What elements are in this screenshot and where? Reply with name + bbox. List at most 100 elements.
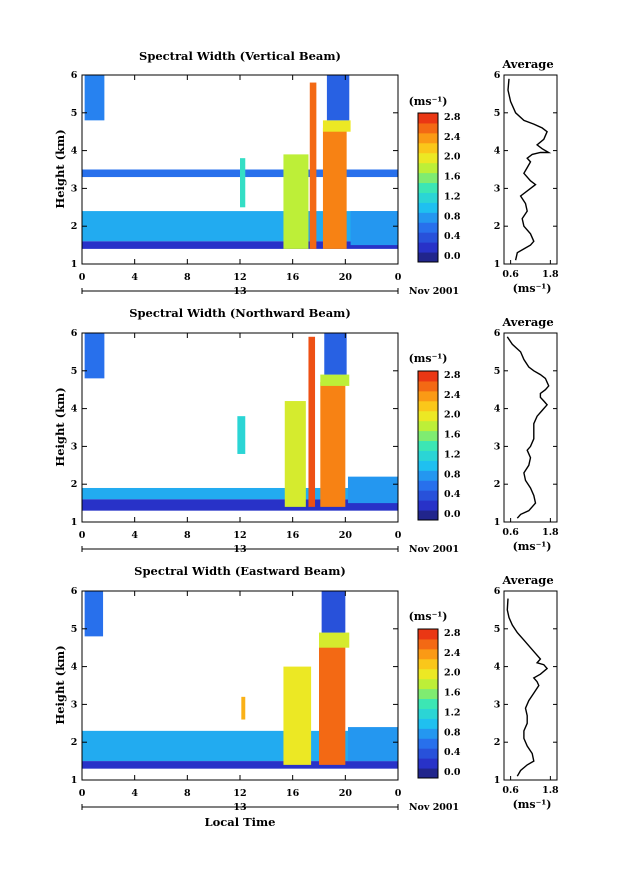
- panel-2-colorbar-tick-1: 0.4: [444, 489, 461, 500]
- panel-2-title: Spectral Width (Northward Beam): [129, 306, 351, 320]
- panel-3-average-y-tick-0: 1: [494, 775, 501, 786]
- panel-2-colorbar-unit: (ms⁻¹): [409, 352, 448, 365]
- panel-3-average-y-tick-2: 3: [494, 699, 501, 710]
- panel-2-heatmap-cell-4: [284, 401, 306, 507]
- panel-3-heatmap-cell-2: [84, 591, 104, 637]
- panel-3-colorbar-seg-13: [418, 638, 438, 650]
- time-axis-label: Local Time: [205, 815, 276, 829]
- panel-2-y-tick-5: 6: [71, 328, 78, 339]
- panel-3-average-x-tick-0: 0.6: [502, 785, 519, 796]
- panel-3-y-tick-2: 3: [71, 699, 78, 710]
- panel-1-colorbar-seg-9: [418, 162, 438, 174]
- panel-3-heatmap: [82, 591, 398, 769]
- panel-1-colorbar-tick-4: 1.6: [444, 172, 461, 183]
- panel-1-average-y-tick-2: 3: [494, 183, 501, 194]
- panel-1-heatmap-cell-8: [322, 120, 351, 132]
- panel-2-heatmap-cell-7: [320, 374, 350, 386]
- panel-3-average-y-tick-5: 6: [494, 586, 501, 597]
- panel-3-colorbar-seg-14: [418, 629, 438, 640]
- panel-1-colorbar-tick-1: 0.4: [444, 231, 461, 242]
- panel-1-colorbar-seg-11: [418, 142, 438, 154]
- panel-2-x-tick-2: 8: [184, 530, 191, 541]
- panel-2-colorbar-seg-10: [418, 410, 438, 422]
- panel-2-x-tick-1: 4: [131, 530, 138, 541]
- panel-1-colorbar-tick-2: 0.8: [444, 211, 461, 222]
- panel-1-average-y-tick-1: 2: [494, 221, 501, 232]
- panel-2-colorbar-seg-14: [418, 371, 438, 382]
- panel-3-heatmap-cell-6: [319, 632, 350, 648]
- panel-3-heatmap-cell-8: [347, 727, 398, 762]
- panel-1-colorbar-seg-8: [418, 172, 438, 184]
- panel-3-colorbar-tick-6: 2.4: [444, 648, 461, 659]
- panel-1-heatmap-cell-5: [283, 154, 309, 249]
- panel-3-x-tick-4: 16: [286, 788, 300, 799]
- panel-3-colorbar-seg-1: [418, 758, 438, 769]
- panel-3-colorbar-seg-8: [418, 688, 438, 700]
- panel-2-heatmap-cell-3: [237, 416, 246, 454]
- panel-2-colorbar-seg-13: [418, 380, 438, 392]
- panel-3-colorbar-unit: (ms⁻¹): [409, 610, 448, 623]
- panel-1-colorbar-tick-5: 2.0: [444, 152, 461, 163]
- panel-1-x-tick-4: 16: [286, 272, 300, 283]
- panel-3-colorbar-frame: [417, 628, 439, 779]
- panel-2-y-tick-1: 2: [71, 479, 78, 490]
- panel-3-heatmap-cell-5: [319, 643, 346, 765]
- panel-1-date-label: Nov 2001: [409, 286, 459, 297]
- panel-1-y-axis-label: Height (km): [53, 129, 67, 208]
- panel-3-y-tick-1: 2: [71, 737, 78, 748]
- panel-1-average-frame: [503, 74, 558, 265]
- panel-1-colorbar-seg-7: [418, 182, 438, 193]
- panel-3-colorbar-seg-0: [418, 768, 438, 779]
- panel-1-heatmap-cell-9: [326, 75, 350, 121]
- panel-2-colorbar-frame: [417, 370, 439, 521]
- panel-2-heatmap-cell-0: [82, 487, 398, 500]
- panel-1-colorbar-seg-13: [418, 122, 438, 134]
- panel-2-x-tick-0: 0: [79, 530, 86, 541]
- panel-1-heatmap: [82, 75, 398, 249]
- panel-2-x-tick-5: 20: [339, 530, 353, 541]
- panel-1-x-tick-6: 0: [395, 272, 402, 283]
- panel-2-heatmap-cell-6: [320, 382, 346, 507]
- panel-3-colorbar-tick-5: 2.0: [444, 668, 461, 679]
- panel-2-average-y-tick-1: 2: [494, 479, 501, 490]
- panel-1-average-x-tick-0: 0.6: [502, 269, 519, 280]
- panel-2-colorbar-seg-2: [418, 490, 438, 501]
- panel-2-colorbar-seg-7: [418, 440, 438, 451]
- panel-3-colorbar-seg-12: [418, 648, 438, 660]
- panel-3-average-frame: [503, 590, 558, 781]
- panel-3-colorbar-tick-1: 0.4: [444, 747, 461, 758]
- panel-2-colorbar-tick-7: 2.8: [444, 370, 461, 381]
- panel-3-heatmap-cell-3: [241, 696, 246, 720]
- panel-3-y-tick-3: 4: [71, 662, 78, 673]
- panel-3-x-tick-6: 0: [395, 788, 402, 799]
- panel-1-average-y-tick-0: 1: [494, 259, 501, 270]
- panel-1-y-tick-0: 1: [71, 259, 78, 270]
- panel-1-y-tick-1: 2: [71, 221, 78, 232]
- panel-1-colorbar-tick-7: 2.8: [444, 112, 461, 123]
- panel-2-date-label: Nov 2001: [409, 544, 459, 555]
- panel-2-average-y-tick-2: 3: [494, 441, 501, 452]
- panel-2-y-tick-3: 4: [71, 404, 78, 415]
- panel-3-colorbar-seg-4: [418, 728, 438, 739]
- panel-3-y-tick-5: 6: [71, 586, 78, 597]
- panel-2-average-frame: [503, 332, 558, 523]
- panel-1-x-tick-0: 0: [79, 272, 86, 283]
- panel-3-average-profile-line: [506, 598, 549, 777]
- panel-3-x-tick-5: 20: [339, 788, 353, 799]
- panel-2-average-xlabel: (ms⁻¹): [513, 540, 552, 553]
- panel-2-x-tick-6: 0: [395, 530, 402, 541]
- panel-3-title: Spectral Width (Eastward Beam): [134, 564, 346, 578]
- panel-3-average-y-tick-3: 4: [494, 662, 501, 673]
- panel-2-colorbar-seg-12: [418, 390, 438, 402]
- panel-3-colorbar-tick-4: 1.6: [444, 688, 461, 699]
- panel-2-average-x-tick-0: 0.6: [502, 527, 519, 538]
- panel-2-colorbar-seg-4: [418, 470, 438, 481]
- panel-1-x-tick-1: 4: [131, 272, 138, 283]
- panel-2-average-title: Average: [501, 315, 553, 329]
- panel-1-colorbar-frame: [417, 112, 439, 263]
- panel-3-colorbar-tick-0: 0.0: [444, 767, 461, 778]
- panel-1-colorbar-tick-3: 1.2: [444, 191, 461, 202]
- panel-2-heatmap-cell-8: [324, 333, 347, 375]
- panel-1-x-tick-5: 20: [339, 272, 353, 283]
